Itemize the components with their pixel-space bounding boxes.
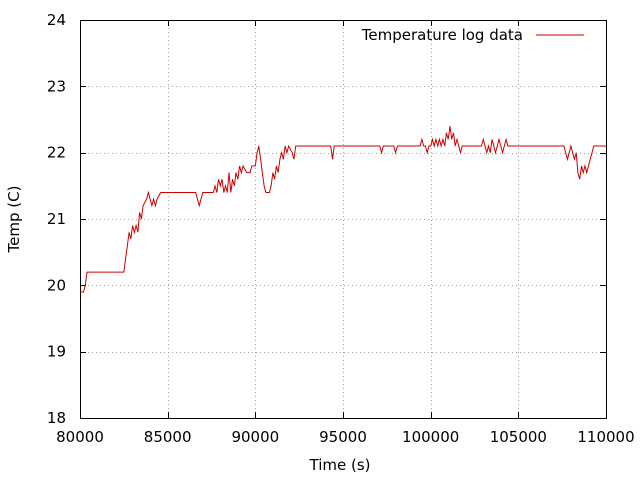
y-tick-label: 19 xyxy=(47,343,66,361)
y-tick-labels: 18 19 20 21 22 23 24 xyxy=(47,11,66,427)
series-line-0 xyxy=(80,126,606,293)
grid-lines xyxy=(80,20,606,418)
y-tick-label: 24 xyxy=(47,11,66,29)
x-tick-label: 85000 xyxy=(144,428,192,446)
x-tick-label: 90000 xyxy=(231,428,279,446)
x-tick-label: 100000 xyxy=(402,428,459,446)
y-tick-label: 21 xyxy=(47,210,66,228)
x-tick-label: 95000 xyxy=(319,428,367,446)
y-tick-label: 23 xyxy=(47,77,66,95)
y-tick-label: 18 xyxy=(47,409,66,427)
x-tick-label: 105000 xyxy=(490,428,547,446)
x-tick-labels: 80000 85000 90000 95000 100000 105000 110000 xyxy=(56,428,634,446)
x-tick-label: 80000 xyxy=(56,428,104,446)
axis-ticks xyxy=(80,20,607,419)
x-axis-label: Time (s) xyxy=(309,456,371,474)
y-tick-label: 22 xyxy=(47,144,66,162)
plot-frame xyxy=(80,20,607,419)
series-layer xyxy=(80,126,606,293)
y-axis-label: Temp (C) xyxy=(5,186,23,254)
x-tick-label: 110000 xyxy=(577,428,634,446)
legend: Temperature log data xyxy=(361,26,584,44)
y-tick-label: 20 xyxy=(47,276,66,294)
legend-label: Temperature log data xyxy=(361,26,523,44)
